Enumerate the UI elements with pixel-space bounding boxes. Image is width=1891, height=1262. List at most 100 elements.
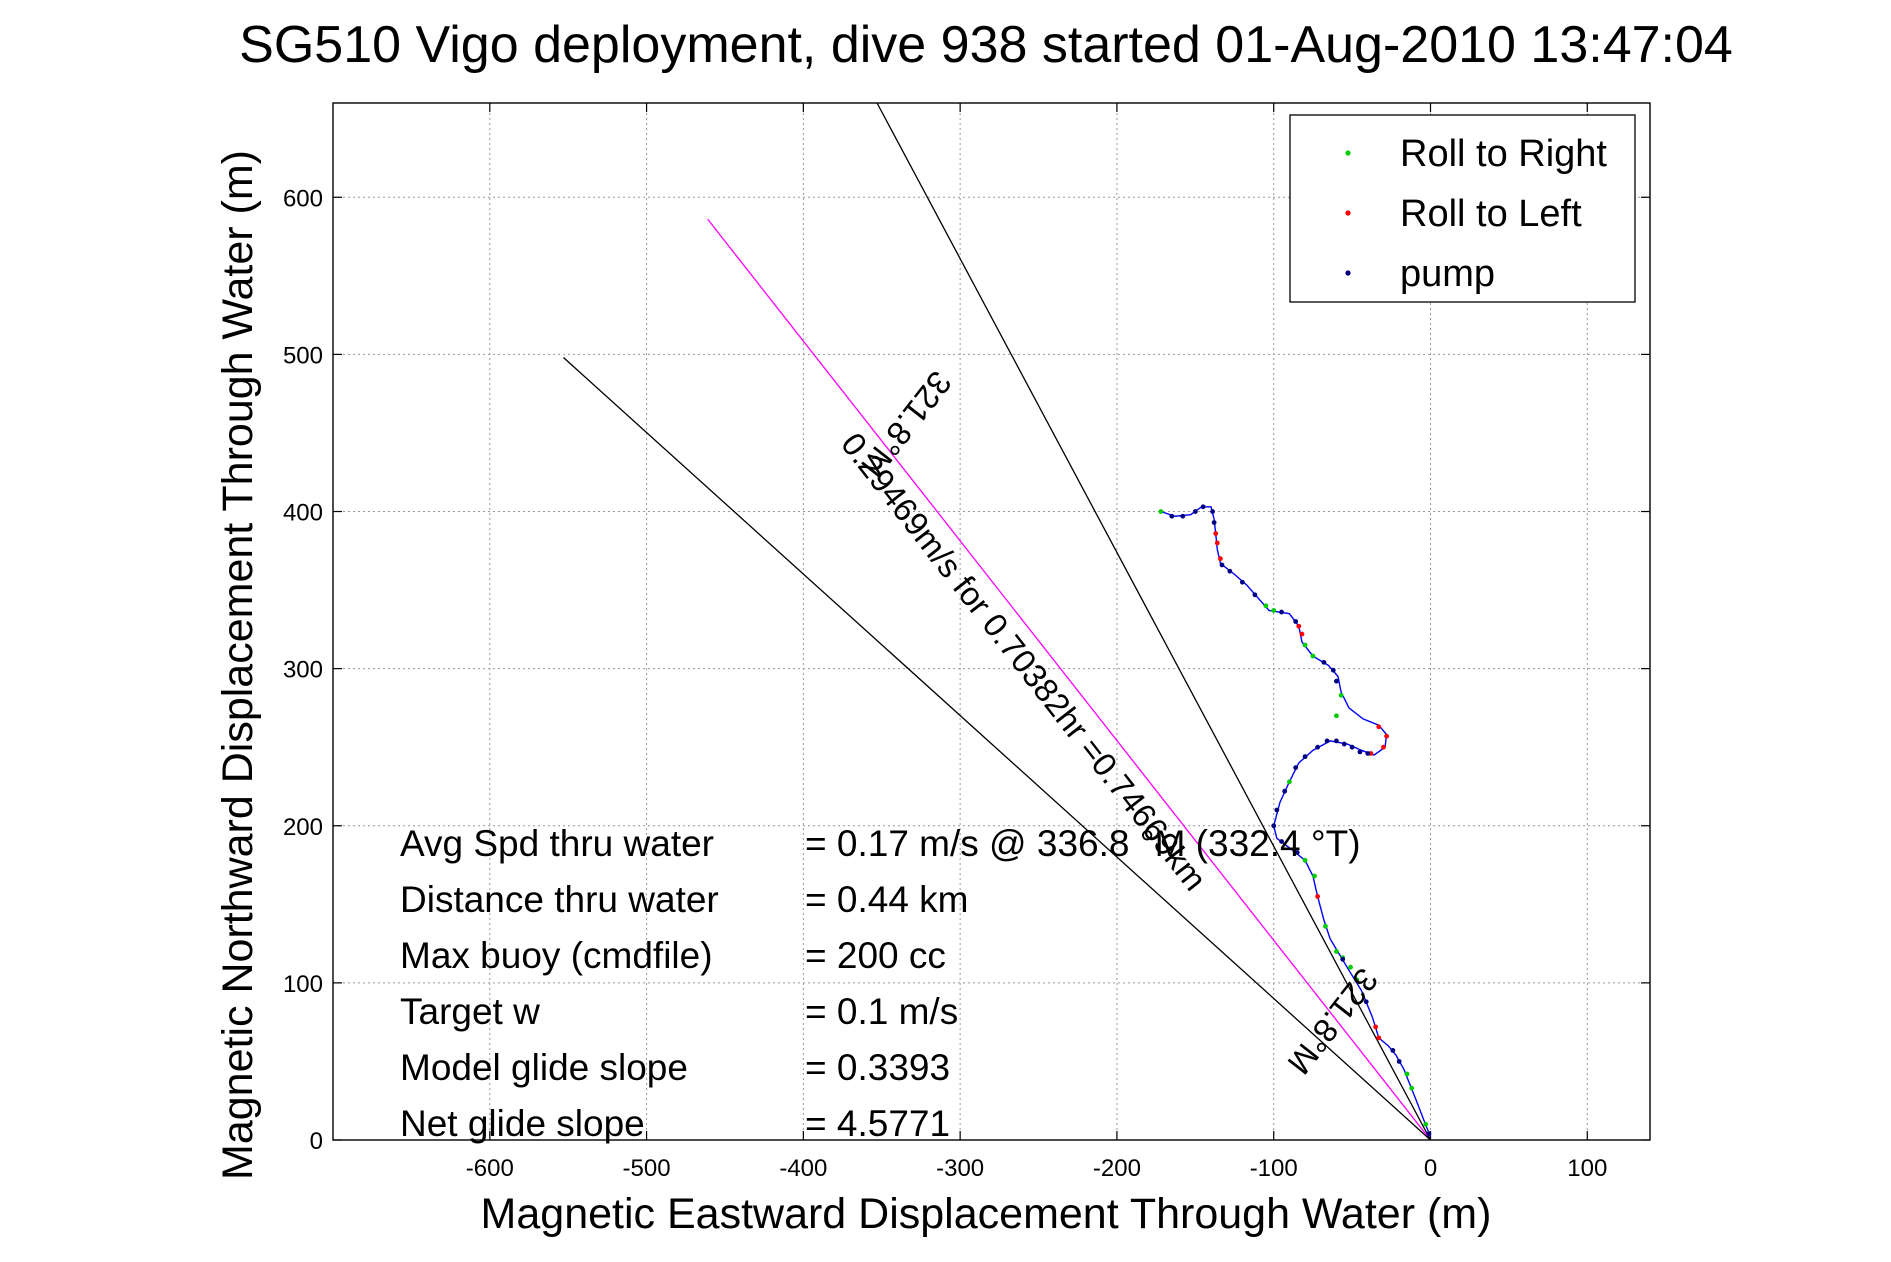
chart-title: SG510 Vigo deployment, dive 938 started … [239, 16, 1733, 74]
roll-left-point [1218, 556, 1223, 562]
x-tick-label: -300 [936, 1155, 984, 1182]
pump-point [1271, 823, 1277, 829]
pump-point [1210, 509, 1215, 514]
roll-right-point [1302, 642, 1308, 648]
y-tick-label: 500 [283, 342, 323, 369]
y-axis-label: Magnetic Northward Displacement Through … [214, 150, 262, 1180]
x-tick-label: -500 [623, 1155, 671, 1182]
roll-right-point [1338, 692, 1344, 698]
pump-point [1315, 744, 1321, 750]
pump-point [1365, 751, 1371, 756]
roll-right-point [1312, 873, 1317, 879]
annotation-label: Distance thru water [400, 879, 719, 920]
pump-point [1279, 839, 1284, 844]
annotation-label: Max buoy (cmdfile) [400, 935, 713, 976]
y-tick-label: 0 [310, 1128, 323, 1155]
pump-point [1293, 765, 1299, 771]
roll-right-point [1271, 608, 1277, 613]
pump-point [1219, 562, 1225, 568]
pump-point [1349, 744, 1355, 750]
pump-point [1274, 807, 1280, 813]
pump-point [1227, 568, 1233, 574]
pump-point [1334, 678, 1339, 684]
roll-left-point [1315, 894, 1321, 899]
pump-point [1321, 659, 1327, 665]
annotation-label: Model glide slope [400, 1047, 688, 1088]
x-tick-label: 0 [1424, 1155, 1437, 1182]
roll-left-point [1376, 724, 1382, 730]
x-tick-label: -100 [1250, 1155, 1298, 1182]
pump-point [1302, 754, 1308, 760]
y-tick-label: 400 [283, 500, 323, 527]
annotation-value: = 0.3393 [805, 1047, 950, 1088]
annotation-value: = 4.5771 [805, 1103, 950, 1144]
pump-point [1282, 788, 1288, 794]
legend-label: Roll to Right [1400, 133, 1607, 175]
legend-marker [1345, 150, 1351, 156]
pump-point [1341, 741, 1347, 747]
pump-point [1390, 1048, 1396, 1053]
pump-point [1396, 1059, 1402, 1064]
pump-point [1169, 513, 1175, 519]
pump-point [1279, 609, 1284, 615]
x-tick-label: -400 [779, 1155, 827, 1182]
pump-point [1330, 667, 1336, 673]
roll-left-point [1214, 540, 1220, 546]
roll-right-point [1354, 977, 1360, 983]
legend-marker [1345, 270, 1351, 276]
roll-right-point [1334, 949, 1339, 954]
roll-left-point [1373, 1024, 1379, 1030]
pump-point [1239, 579, 1245, 585]
annotation-value: = 0.1 m/s [805, 991, 958, 1032]
legend-label: Roll to Left [1400, 193, 1582, 235]
pump-point [1340, 956, 1346, 962]
roll-left-point [1296, 623, 1302, 629]
legend-label: pump [1400, 253, 1495, 295]
pump-point [1211, 520, 1217, 525]
pump-point [1180, 513, 1186, 519]
pump-point [1426, 1131, 1432, 1137]
pump-point [1200, 504, 1206, 510]
pump-point [1324, 738, 1330, 744]
roll-right-point [1323, 923, 1328, 929]
roll-right-point [1286, 779, 1292, 785]
roll-right-point [1423, 1121, 1429, 1127]
plot-frame [332, 102, 1651, 1141]
roll-right-point [1404, 1071, 1410, 1077]
annotation-label: Net glide slope [400, 1103, 645, 1144]
pump-point [1252, 592, 1258, 598]
roll-right-point [1409, 1085, 1415, 1091]
heading-line [707, 218, 1432, 1141]
pump-point [1294, 850, 1300, 855]
roll-left-point [1213, 531, 1219, 536]
plot-area: -600 -500 -400 -300 -200 -100 0 100 0 100 200 300 40… [283, 102, 1651, 1182]
roll-left-point [1381, 744, 1386, 750]
pump-point [1357, 749, 1363, 755]
roll-right-point [1302, 857, 1308, 863]
y-tick-label: 300 [283, 657, 323, 684]
y-tick-label: 600 [283, 185, 323, 212]
roll-left-point [1384, 733, 1389, 739]
roll-right-point [1348, 964, 1353, 970]
pump-point [1293, 619, 1299, 624]
bound-line [876, 102, 1432, 1141]
legend-marker [1345, 210, 1351, 216]
x-tick-label: 100 [1567, 1155, 1607, 1182]
roll-right-point [1158, 509, 1164, 514]
roll-left-point [1376, 1035, 1382, 1041]
x-tick-label: -600 [466, 1155, 514, 1182]
x-axis-label: Magnetic Eastward Displacement Through W… [481, 1190, 1492, 1238]
annotation-label: Target w [400, 991, 540, 1032]
roll-right-point [1334, 713, 1339, 719]
y-tick-label: 100 [283, 971, 323, 998]
roll-right-point [1263, 603, 1269, 609]
x-tick-label: -200 [1093, 1155, 1141, 1182]
roll-right-point [1310, 653, 1316, 659]
y-tick-label: 200 [283, 814, 323, 841]
annotation-label: Avg Spd thru water [400, 823, 714, 864]
legend: Roll to Right Roll to Left pump [1289, 114, 1636, 303]
annotation-value: = 200 cc [805, 935, 946, 976]
annotation-value: = 0.17 m/s @ 336.8 °M (332.4 °T) [805, 823, 1361, 864]
pump-point [1334, 738, 1339, 744]
